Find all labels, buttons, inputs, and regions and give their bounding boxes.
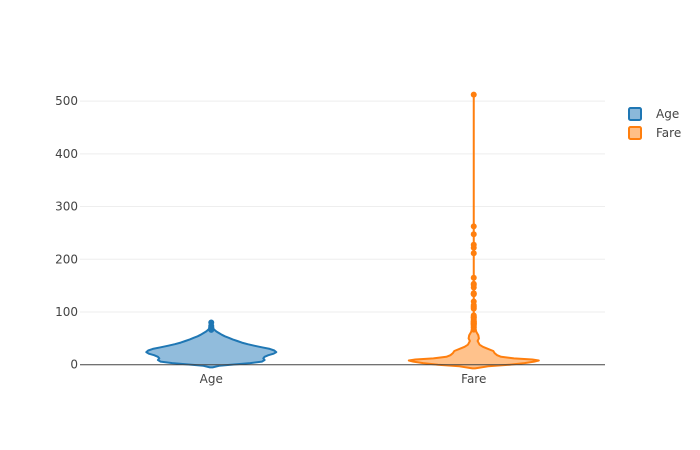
y-tick-labels: 0 100 200 300 400 500: [55, 94, 78, 372]
outlier-point[interactable]: [470, 298, 477, 305]
y-tick-label: 100: [55, 305, 78, 319]
outlier-point[interactable]: [208, 319, 215, 326]
outlier-point[interactable]: [470, 231, 477, 238]
y-tick-label: 0: [70, 358, 78, 372]
outlier-point[interactable]: [470, 91, 477, 98]
legend-label: Age: [656, 107, 679, 121]
y-tick-label: 400: [55, 147, 78, 161]
outlier-point[interactable]: [470, 312, 477, 319]
outlier-point[interactable]: [470, 290, 477, 297]
violin-age[interactable]: [145, 319, 278, 369]
legend-label: Fare: [656, 126, 681, 140]
outlier-point[interactable]: [470, 274, 477, 281]
x-tick-label: Fare: [461, 372, 486, 386]
violin-fare[interactable]: [407, 91, 540, 370]
violin-body[interactable]: [145, 326, 278, 369]
y-tick-label: 300: [55, 200, 78, 214]
outlier-point[interactable]: [470, 280, 477, 287]
legend[interactable]: Age Fare: [628, 107, 681, 140]
outlier-point[interactable]: [470, 241, 477, 248]
y-gridlines: [80, 100, 605, 313]
outlier-point[interactable]: [470, 250, 477, 257]
legend-item-fare[interactable]: Fare: [628, 126, 681, 140]
violin-group: [145, 91, 540, 370]
violin-body[interactable]: [407, 326, 540, 370]
legend-swatch: [628, 126, 642, 140]
x-tick-labels: Age Fare: [200, 372, 487, 386]
legend-item-age[interactable]: Age: [628, 107, 679, 121]
y-tick-label: 500: [55, 94, 78, 108]
outlier-point[interactable]: [470, 223, 477, 230]
legend-swatch: [628, 107, 642, 121]
y-tick-label: 200: [55, 252, 78, 266]
x-tick-label: Age: [200, 372, 223, 386]
